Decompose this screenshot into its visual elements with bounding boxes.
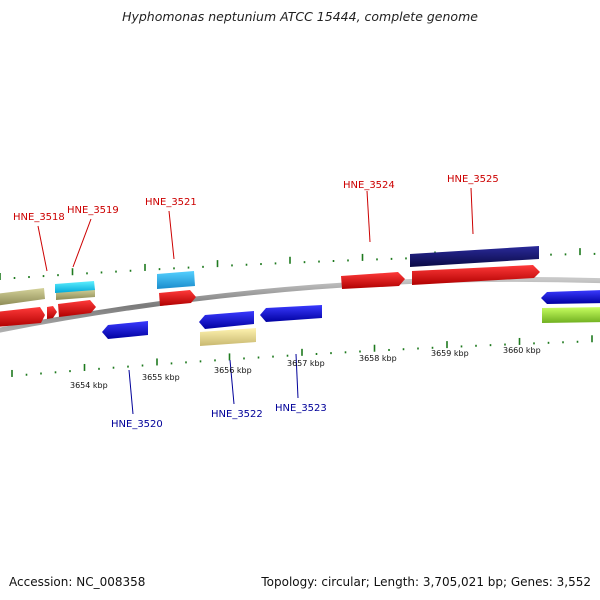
gene-feature-red[interactable] <box>0 307 45 327</box>
scale-label: 3660 kbp <box>503 346 541 355</box>
map-title: Hyphomonas neptunium ATCC 15444, complet… <box>122 9 478 24</box>
gene-hne-3523[interactable] <box>260 305 322 322</box>
gene-feature-khaki[interactable] <box>0 288 45 306</box>
gene-feature-red[interactable] <box>159 290 196 306</box>
genome-summary-text: Topology: circular; Length: 3,705,021 bp… <box>261 575 591 589</box>
scale-label: 3656 kbp <box>214 366 252 375</box>
gene-label-hne-3521[interactable]: HNE_3521 <box>145 197 197 208</box>
gene-hne-3524[interactable] <box>341 272 405 289</box>
gene-leader-lines <box>37 187 474 415</box>
genome-backbone <box>0 276 600 333</box>
gene-feature-lime[interactable] <box>542 307 600 323</box>
gene-hne-3525[interactable] <box>410 246 539 267</box>
leader-hne-3520 <box>128 369 134 415</box>
scale-label: 3659 kbp <box>431 349 469 358</box>
gene-label-hne-3518[interactable]: HNE_3518 <box>13 212 65 223</box>
gene-label-hne-3524[interactable]: HNE_3524 <box>343 180 395 191</box>
gene-hne-3522[interactable] <box>199 311 254 329</box>
gene-feature-blue[interactable] <box>541 290 600 304</box>
gene-hne-3518[interactable] <box>47 306 57 319</box>
gene-hne-3521[interactable] <box>157 271 195 289</box>
reverse-gene-labels: HNE_3520 HNE_3522 HNE_3523 <box>111 403 327 430</box>
leader-hne-3522 <box>229 359 235 405</box>
leader-hne-3519 <box>72 218 92 268</box>
leader-hne-3525 <box>470 187 474 235</box>
gene-label-hne-3519[interactable]: HNE_3519 <box>67 205 119 216</box>
scale-label: 3657 kbp <box>287 359 325 368</box>
gene-label-hne-3525[interactable]: HNE_3525 <box>447 174 499 185</box>
gene-hne-3519[interactable] <box>55 281 95 293</box>
leader-hne-3518 <box>37 225 48 272</box>
leader-hne-3521 <box>168 210 175 260</box>
gene-label-hne-3520[interactable]: HNE_3520 <box>111 419 163 430</box>
reverse-genes <box>102 290 600 346</box>
gene-label-hne-3523[interactable]: HNE_3523 <box>275 403 327 414</box>
gene-label-hne-3522[interactable]: HNE_3522 <box>211 409 263 420</box>
gene-feature-red[interactable] <box>412 265 540 285</box>
scale-label: 3658 kbp <box>359 354 397 363</box>
leader-hne-3524 <box>366 190 371 243</box>
scale-label: 3654 kbp <box>70 381 108 390</box>
gene-feature-red[interactable] <box>58 300 96 317</box>
scale-label: 3655 kbp <box>142 373 180 382</box>
gene-feature-tan[interactable] <box>200 328 256 346</box>
gene-hne-3520[interactable] <box>102 321 148 339</box>
leader-hne-3523 <box>295 353 299 399</box>
forward-genes <box>0 246 540 327</box>
forward-gene-labels: HNE_3518 HNE_3519 HNE_3521 HNE_3524 HNE_… <box>13 174 499 223</box>
accession-text: Accession: NC_008358 <box>9 575 146 589</box>
scale-labels: 3654 kbp 3655 kbp 3656 kbp 3657 kbp 3658… <box>70 346 541 390</box>
reverse-tick-ring <box>11 335 593 377</box>
